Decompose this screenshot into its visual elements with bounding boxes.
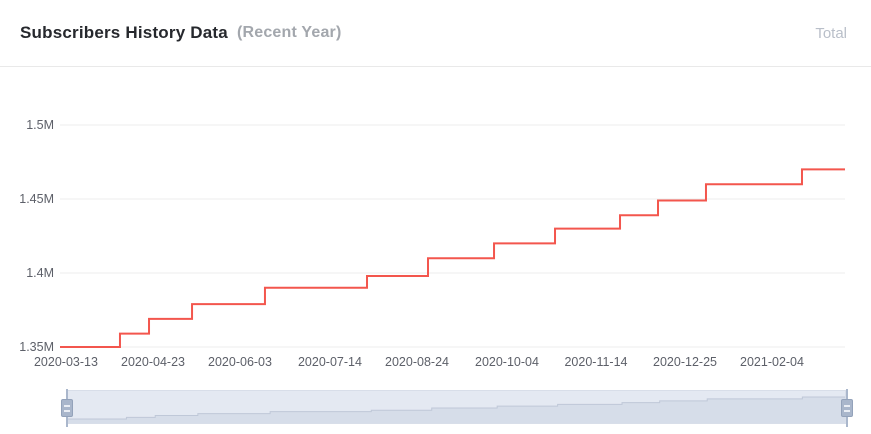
subscribers-step-chart: 1.35M 1.4M 1.45M 1.5M 2020-03-13 2020-04-23 20… [19, 118, 845, 369]
y-tick-label: 1.45M [19, 192, 54, 206]
y-tick-label: 1.35M [19, 340, 54, 354]
x-tick-label: 2020-10-04 [475, 355, 539, 369]
data-shadow-area [67, 397, 845, 423]
page-title: Subscribers History Data [20, 23, 228, 42]
y-tick-label: 1.5M [26, 118, 54, 132]
datazoom-left-grip-icon[interactable] [61, 399, 73, 417]
x-tick-label: 2020-07-14 [298, 355, 362, 369]
x-tick-label: 2020-11-14 [564, 355, 627, 369]
datazoom-right-grip-icon[interactable] [841, 399, 853, 417]
panel-header: Subscribers History Data (Recent Year) T… [0, 0, 871, 67]
datazoom-left-handle[interactable] [61, 389, 73, 427]
page-subtitle: (Recent Year) [236, 24, 342, 41]
datazoom-right-handle[interactable] [841, 389, 853, 427]
x-tick-label: 2020-08-24 [385, 355, 449, 369]
x-tick-label: 2020-03-13 [34, 355, 98, 369]
total-subscribers-series-line [60, 168, 845, 348]
data-shadow-line [67, 396, 845, 420]
x-tick-label: 2021-02-04 [740, 355, 804, 369]
x-tick-label: 2020-04-23 [121, 355, 185, 369]
datazoom-data-shadow [67, 396, 845, 423]
y-tick-label: 1.4M [26, 266, 54, 280]
x-tick-label: 2020-12-25 [653, 355, 717, 369]
x-tick-label: 2020-06-03 [208, 355, 272, 369]
datazoom-slider-track[interactable] [61, 389, 853, 427]
legend-item-total[interactable]: Total [815, 24, 847, 42]
